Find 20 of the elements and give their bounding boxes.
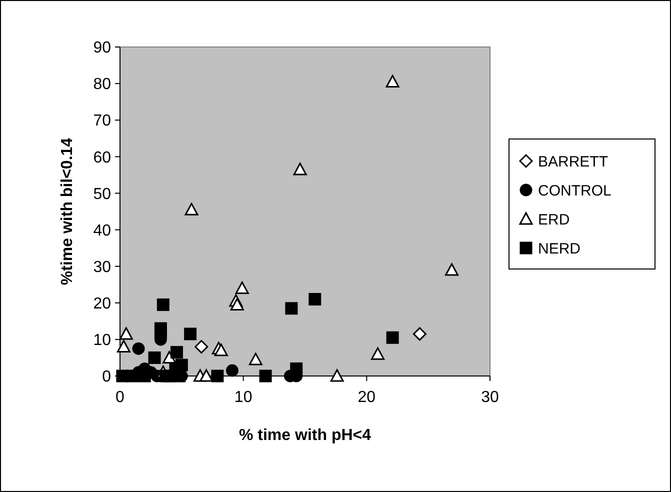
legend-label: NERD [538,240,581,258]
legend-label: BARRETT [538,153,608,170]
y-tick-label: 90 [93,40,112,57]
x-tick-label: 10 [234,389,252,406]
y-tick-label: 30 [93,258,112,276]
y-tick-label: 50 [93,186,112,203]
y-tick-label: 0 [102,368,112,386]
legend-label: CONTROL [538,182,612,200]
x-tick-label: 20 [358,389,376,406]
y-axis-title: %time with bil<0.14 [59,138,76,286]
y-tick-label: 70 [93,112,112,130]
y-tick-label: 10 [93,332,112,350]
x-tick-label: 0 [116,389,125,406]
y-tick-label: 80 [93,76,112,94]
y-tick-label: 20 [93,295,112,312]
y-tick-label: 60 [93,149,112,166]
x-tick-label: 30 [481,389,499,406]
x-axis-title: % time with pH<4 [238,427,372,444]
legend-label: ERD [538,211,570,228]
y-tick-label: 40 [93,222,112,240]
